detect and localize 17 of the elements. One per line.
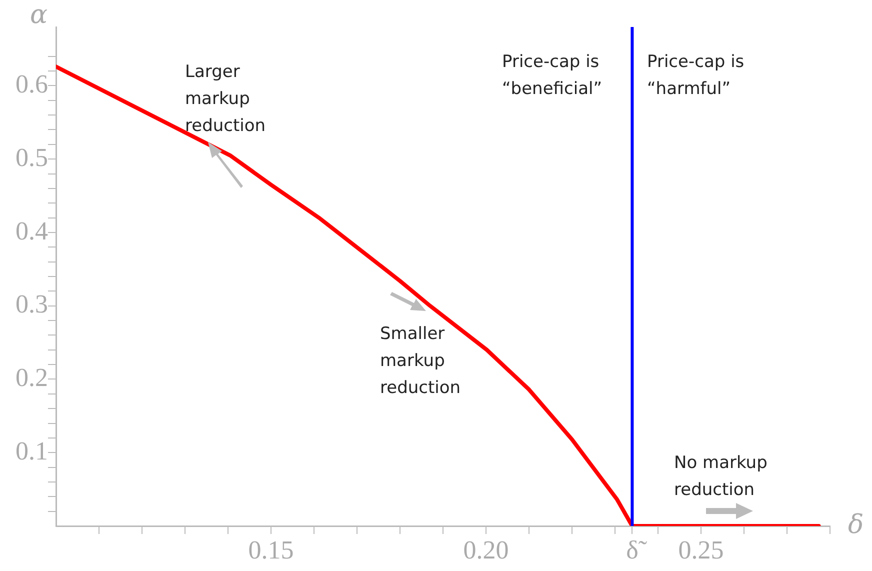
y-tick-label: 0.3 [16,290,48,319]
y-axis-title: α [30,0,48,30]
x-tick-label: 0.20 [463,535,509,564]
y-tick-label: 0.5 [16,142,48,172]
y-tick-label: 0.2 [16,363,48,392]
annotation: Larger markup reduction [185,62,266,136]
x-tick-label: 0.15 [248,535,294,564]
y-tick-label: 0.1 [16,436,48,466]
x-tick-label: 0.25 [678,535,724,564]
annotation: No markup reduction [674,452,768,500]
x-axis-title: δ [848,510,864,540]
x-tick-label: δ̃ [626,535,648,564]
y-tick-label: 0.4 [16,216,48,246]
y-tick-label: 0.6 [16,70,48,99]
annotation: Price-cap is “harmful” [647,52,744,99]
annotation: Smaller markup reduction [380,324,461,398]
annotation: Price-cap is “beneficial” [502,52,602,99]
